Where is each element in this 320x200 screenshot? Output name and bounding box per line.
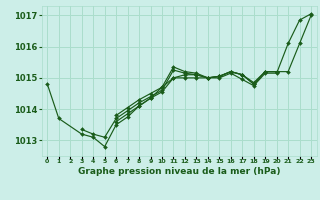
X-axis label: Graphe pression niveau de la mer (hPa): Graphe pression niveau de la mer (hPa): [78, 167, 280, 176]
